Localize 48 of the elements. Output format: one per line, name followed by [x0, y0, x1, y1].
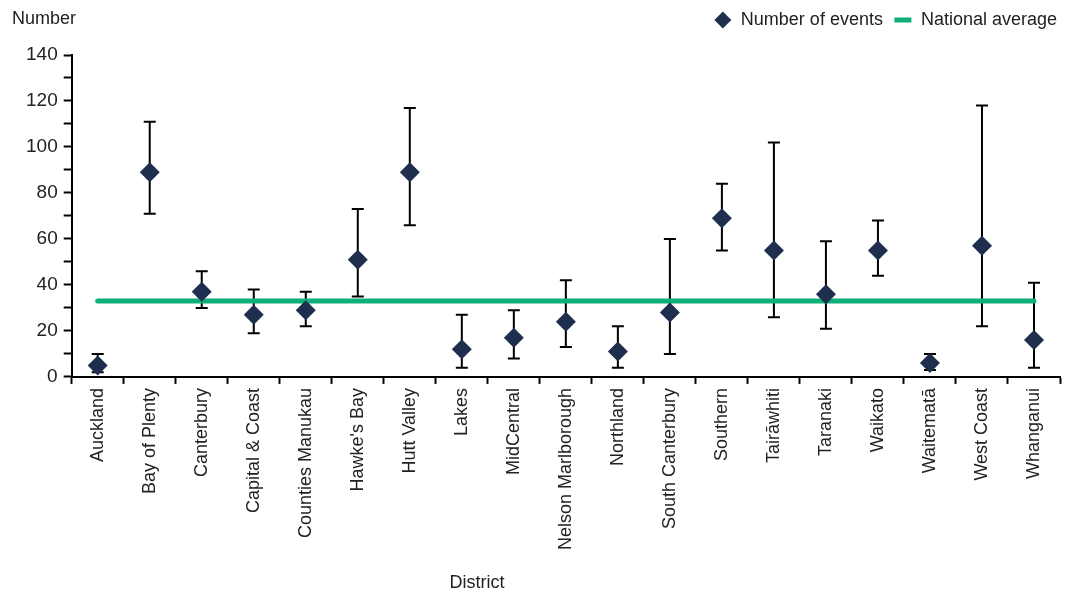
y-tick-label: 40: [36, 273, 58, 295]
x-tick-label: Whanganui: [1022, 387, 1043, 479]
point: [347, 249, 368, 270]
point: [191, 281, 212, 302]
point: [763, 240, 784, 261]
point: [971, 235, 992, 256]
point: [243, 304, 264, 325]
y-tick-label: 80: [36, 181, 58, 203]
x-tick-label: Northland: [606, 387, 627, 466]
point: [399, 162, 420, 183]
x-axis-title: District: [449, 571, 505, 592]
y-axis-title: Number: [12, 8, 77, 29]
y-tick-label: 120: [26, 89, 58, 111]
x-tick-label: Tairāwhiti: [762, 387, 783, 463]
point: [867, 240, 888, 261]
x-tick-label: Waikato: [866, 387, 887, 453]
x-tick-label: MidCentral: [502, 387, 523, 475]
x-tick-label: South Canterbury: [658, 387, 679, 530]
point: [711, 208, 732, 229]
x-tick-label: Counties Manukau: [294, 387, 315, 539]
point: [295, 300, 316, 321]
x-tick-label: Hawke's Bay: [346, 387, 367, 492]
legend-label: National average: [920, 8, 1057, 29]
x-tick-label: Bay of Plenty: [138, 387, 159, 494]
legend-label: Number of events: [740, 8, 883, 29]
x-tick-label: Lakes: [450, 387, 471, 436]
y-tick-label: 60: [36, 227, 58, 249]
point: [659, 302, 680, 323]
point: [1023, 330, 1044, 351]
point: [139, 162, 160, 183]
y-tick-label: 20: [36, 319, 58, 341]
x-tick-label: Auckland: [86, 387, 107, 462]
x-tick-label: Hutt Valley: [398, 387, 419, 474]
x-tick-label: Canterbury: [190, 387, 211, 477]
point: [503, 327, 524, 348]
point: [607, 341, 628, 362]
x-tick-label: Capital & Coast: [242, 387, 263, 513]
x-tick-label: Waitematā: [918, 386, 939, 474]
x-tick-label: Nelson Marlborough: [554, 387, 575, 551]
y-tick-label: 140: [26, 43, 58, 65]
x-tick-label: Taranaki: [814, 387, 835, 456]
y-tick-label: 0: [47, 365, 58, 387]
x-tick-label: West Coast: [970, 387, 991, 481]
y-tick-label: 100: [26, 135, 58, 157]
point: [451, 339, 472, 360]
x-tick-label: Southern: [710, 387, 731, 461]
point: [555, 311, 576, 332]
point: [815, 284, 836, 305]
